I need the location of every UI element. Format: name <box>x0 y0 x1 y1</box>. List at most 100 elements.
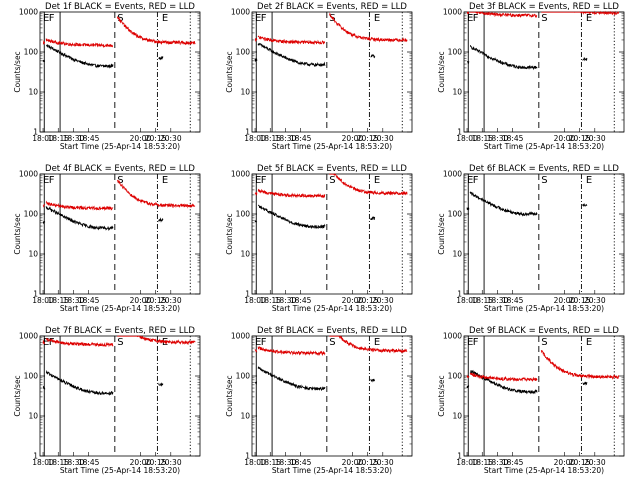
marker-label: S <box>541 13 547 24</box>
plot-frame <box>39 335 201 457</box>
lld-series <box>117 335 196 346</box>
lld-series <box>466 374 470 378</box>
y-tick-label: 1 <box>245 290 250 299</box>
events-series <box>370 378 376 383</box>
plot-frame <box>463 11 625 133</box>
x-tick-label: 18:45 <box>502 134 524 143</box>
x-tick-label: 18:00 <box>32 134 54 143</box>
detector-panel: Det 1f BLACK = Events, RED = LLD 1 10 100 10… <box>13 2 201 151</box>
x-axis-label: Start Time (25-Apr-14 18:53:20) <box>484 142 604 151</box>
y-tick-label: 100 <box>24 210 39 219</box>
panel-title: Det 8f BLACK = Events, RED = LLD <box>257 326 407 336</box>
x-axis-label: Start Time (25-Apr-14 18:53:20) <box>60 142 180 151</box>
x-axis-label: Start Time (25-Apr-14 18:53:20) <box>484 304 604 313</box>
lld-series <box>45 38 114 49</box>
x-tick-label: 20:00 <box>342 134 364 143</box>
y-tick-label: 10 <box>28 412 38 421</box>
x-tick-label: 18:15 <box>471 134 493 143</box>
events-series <box>582 202 588 208</box>
x-tick-label: 18:30 <box>487 296 509 305</box>
x-tick-label: 18:30 <box>63 296 85 305</box>
x-tick-label: 18:45 <box>290 296 312 305</box>
marker-label: S <box>117 337 123 348</box>
marker-label: E <box>586 337 592 348</box>
y-tick-label: 1 <box>457 452 462 461</box>
marker-label: E <box>255 337 261 348</box>
marker-label: E <box>467 337 473 348</box>
x-tick-label: 20:15 <box>145 134 167 143</box>
y-tick-label: 1 <box>245 452 250 461</box>
events-series <box>466 384 470 389</box>
y-tick-label: 100 <box>448 48 463 57</box>
marker-label: F <box>49 337 55 348</box>
lld-series <box>254 191 258 196</box>
events-series <box>42 59 46 63</box>
lld-series <box>254 37 258 42</box>
x-tick-label: 18:15 <box>471 296 493 305</box>
panel-title: Det 9f BLACK = Events, RED = LLD <box>469 326 619 336</box>
events-series <box>158 217 164 223</box>
events-series <box>257 365 326 392</box>
events-series <box>45 370 114 396</box>
marker-label: E <box>255 13 261 24</box>
y-tick-label: 100 <box>236 372 251 381</box>
events-series <box>254 219 258 223</box>
detector-panel: Det 9f BLACK = Events, RED = LLD 1 10 100 10… <box>437 326 625 475</box>
detector-panel: Det 7f BLACK = Events, RED = LLD 1 10 100 10… <box>13 326 201 475</box>
lld-series <box>116 179 196 209</box>
y-axis-label: Counts/sec <box>225 51 234 92</box>
y-tick-label: 1000 <box>231 332 250 341</box>
detector-panel: Det 6f BLACK = Events, RED = LLD 1 10 100 10… <box>437 164 625 313</box>
x-tick-label: 20:15 <box>357 134 379 143</box>
y-tick-label: 100 <box>24 372 39 381</box>
events-series <box>370 216 376 220</box>
y-axis-label: Counts/sec <box>437 213 446 254</box>
x-tick-label: 20:00 <box>130 134 152 143</box>
lld-series <box>45 337 114 348</box>
events-series <box>469 369 538 395</box>
y-axis-label: Counts/sec <box>13 51 22 92</box>
x-tick-label: 18:00 <box>244 458 266 467</box>
y-tick-label: 1000 <box>19 8 38 17</box>
y-tick-label: 1 <box>457 290 462 299</box>
x-tick-label: 18:30 <box>275 458 297 467</box>
y-tick-label: 1 <box>33 290 38 299</box>
marker-label: F <box>261 337 267 348</box>
events-series <box>42 385 46 390</box>
y-tick-label: 10 <box>240 250 250 259</box>
y-tick-label: 10 <box>240 412 250 421</box>
x-tick-label: 18:00 <box>456 134 478 143</box>
marker-label: E <box>586 175 592 186</box>
lld-series <box>329 335 408 354</box>
marker-label: F <box>473 175 479 186</box>
y-tick-label: 100 <box>448 372 463 381</box>
x-tick-label: 18:30 <box>487 134 509 143</box>
events-series <box>254 381 258 386</box>
x-tick-label: 18:45 <box>78 296 100 305</box>
lld-series <box>540 350 620 380</box>
plot-frame <box>463 335 625 457</box>
marker-label: S <box>329 175 335 186</box>
x-axis-label: Start Time (25-Apr-14 18:53:20) <box>272 142 392 151</box>
marker-label: E <box>374 175 380 186</box>
events-series <box>42 220 46 225</box>
events-series <box>469 191 538 217</box>
lld-series <box>469 372 538 382</box>
panel-title: Det 4f BLACK = Events, RED = LLD <box>45 164 195 174</box>
x-tick-label: 18:30 <box>63 458 85 467</box>
x-tick-label: 20:15 <box>569 296 591 305</box>
x-tick-label: 20:00 <box>342 296 364 305</box>
x-tick-label: 18:00 <box>32 296 54 305</box>
x-tick-label: 18:00 <box>244 134 266 143</box>
y-tick-label: 1000 <box>231 8 250 17</box>
y-tick-label: 100 <box>236 210 251 219</box>
marker-label: E <box>162 175 168 186</box>
y-tick-label: 1000 <box>231 170 250 179</box>
y-axis-label: Counts/sec <box>13 375 22 416</box>
events-series <box>582 57 588 62</box>
x-tick-label: 20:30 <box>584 296 606 305</box>
y-axis-label: Counts/sec <box>13 213 22 254</box>
panel-title: Det 1f BLACK = Events, RED = LLD <box>45 2 195 12</box>
x-tick-label: 18:15 <box>471 458 493 467</box>
marker-label: S <box>541 337 547 348</box>
